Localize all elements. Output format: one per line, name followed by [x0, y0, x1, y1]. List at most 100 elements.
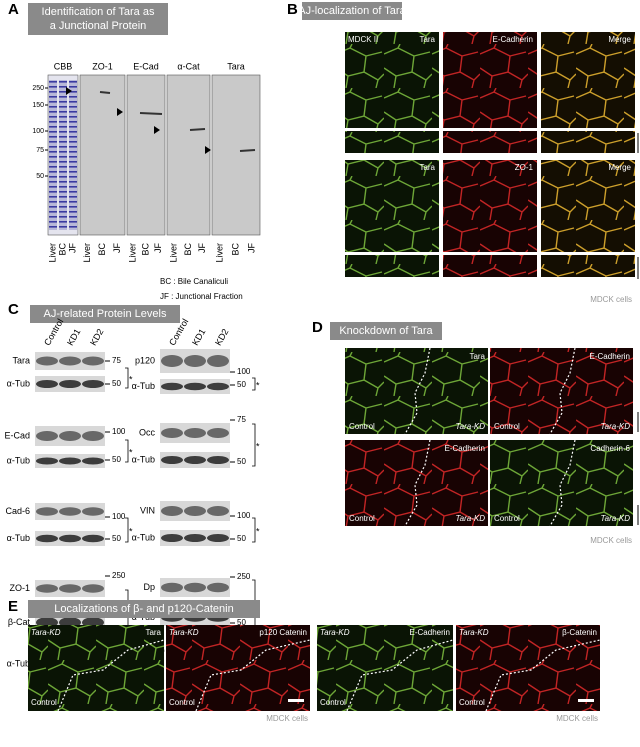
bracket: [252, 423, 256, 467]
panel-letter: A: [8, 1, 19, 18]
condition-label: Tara-KD: [601, 422, 631, 431]
micrograph: [28, 625, 164, 711]
panel-title: AJ-localization of Tara: [298, 5, 406, 17]
band: [184, 456, 206, 464]
mw-marker: 75: [112, 356, 121, 365]
condition-label: Control: [169, 698, 195, 707]
band: [36, 534, 58, 543]
stain-label: E-Cadherin: [445, 444, 485, 453]
stain-label: Tara: [145, 628, 161, 637]
band: [59, 584, 81, 593]
bracket: [252, 377, 256, 391]
lane-label: BC: [97, 243, 107, 256]
lane-label: Liver: [128, 243, 138, 263]
band: [207, 428, 229, 438]
blot: [126, 74, 166, 236]
blot-label: ZO-1: [92, 61, 113, 71]
mw-marker: 50: [112, 534, 121, 543]
micrograph: [317, 625, 453, 711]
band: [207, 534, 229, 542]
protein-label: α-Tub: [132, 532, 155, 542]
band: [161, 582, 183, 593]
protein-label: VIN: [140, 505, 155, 515]
bracket: [125, 517, 129, 543]
stain-label: Merge: [608, 35, 631, 44]
band: [161, 506, 183, 516]
bracket: [252, 517, 256, 543]
mw-marker: 75: [36, 147, 44, 154]
protein-label: Occ: [139, 427, 156, 437]
lane-label: Liver: [47, 243, 57, 263]
condition-label: Tara-KD: [320, 628, 350, 637]
band: [184, 534, 206, 542]
band: [82, 584, 104, 593]
blot: [211, 74, 261, 236]
micrograph: [345, 160, 439, 252]
micrograph: [345, 131, 439, 153]
lane-label: KD2: [213, 327, 230, 347]
mw-marker: 100: [237, 511, 251, 520]
condition-label: Control: [494, 514, 520, 523]
mw-marker: 50: [237, 534, 246, 543]
mw-marker: 50: [112, 379, 121, 388]
band: [36, 584, 58, 593]
mw-marker: 100: [112, 512, 126, 521]
blot-label: CBB: [54, 61, 73, 71]
condition-label: Control: [459, 698, 485, 707]
micrograph: [443, 32, 537, 128]
mw-marker: 100: [32, 128, 44, 135]
bracket: [125, 439, 129, 463]
band: [161, 382, 183, 391]
band: [36, 431, 58, 441]
band: [161, 456, 183, 464]
lane-label: JF: [197, 243, 207, 254]
micrograph: [345, 255, 439, 277]
lane-label: BC: [140, 243, 150, 256]
kd-boundary: [404, 347, 431, 435]
band: [36, 507, 58, 516]
band: [82, 380, 104, 388]
panel-letter: C: [8, 301, 19, 318]
protein-label: Cad-6: [5, 506, 30, 516]
band: [239, 149, 256, 152]
lane-label: Liver: [169, 243, 179, 263]
kd-boundary: [346, 639, 454, 712]
mw-marker: 50: [237, 380, 246, 389]
micrograph: [166, 625, 310, 711]
band: [59, 356, 81, 366]
protein-label: ZO-1: [9, 583, 30, 593]
band: [184, 506, 206, 516]
title-box: [28, 600, 260, 618]
arrowhead: [117, 108, 123, 116]
kd-boundary: [549, 347, 576, 435]
stain-label: p120 Catenin: [259, 628, 307, 637]
condition-label: Control: [494, 422, 520, 431]
blot: [79, 74, 126, 236]
panel-title: a Junctional Protein: [50, 20, 147, 32]
mw-marker: 75: [237, 415, 246, 424]
condition-label: Control: [349, 514, 375, 523]
protein-label: Tara: [12, 355, 30, 365]
lane-label: Liver: [82, 243, 92, 263]
condition-label: Control: [349, 422, 375, 431]
micrograph: [541, 131, 635, 153]
footer: MDCK cells: [266, 714, 308, 723]
lane-label: BC: [183, 243, 193, 256]
legend-text: JF : Junctional Fraction: [160, 292, 243, 301]
asterisk: *: [129, 526, 133, 536]
title-box: [330, 322, 442, 340]
protein-label: α-Tub: [7, 378, 30, 388]
stain-label: Cadherin-6: [590, 444, 630, 453]
stain-label: Merge: [608, 163, 631, 172]
bracket: [125, 367, 129, 389]
arrowhead: [205, 146, 211, 154]
stain-label: E-Cadherin: [410, 628, 450, 637]
band: [207, 582, 229, 593]
blot-label: E-Cad: [133, 61, 159, 71]
band: [207, 456, 229, 464]
stain-label: β-Catenin: [562, 628, 597, 637]
condition-label: Tara-KD: [456, 422, 486, 431]
protein-label: α-Tub: [132, 381, 155, 391]
kd-boundary: [57, 639, 165, 712]
